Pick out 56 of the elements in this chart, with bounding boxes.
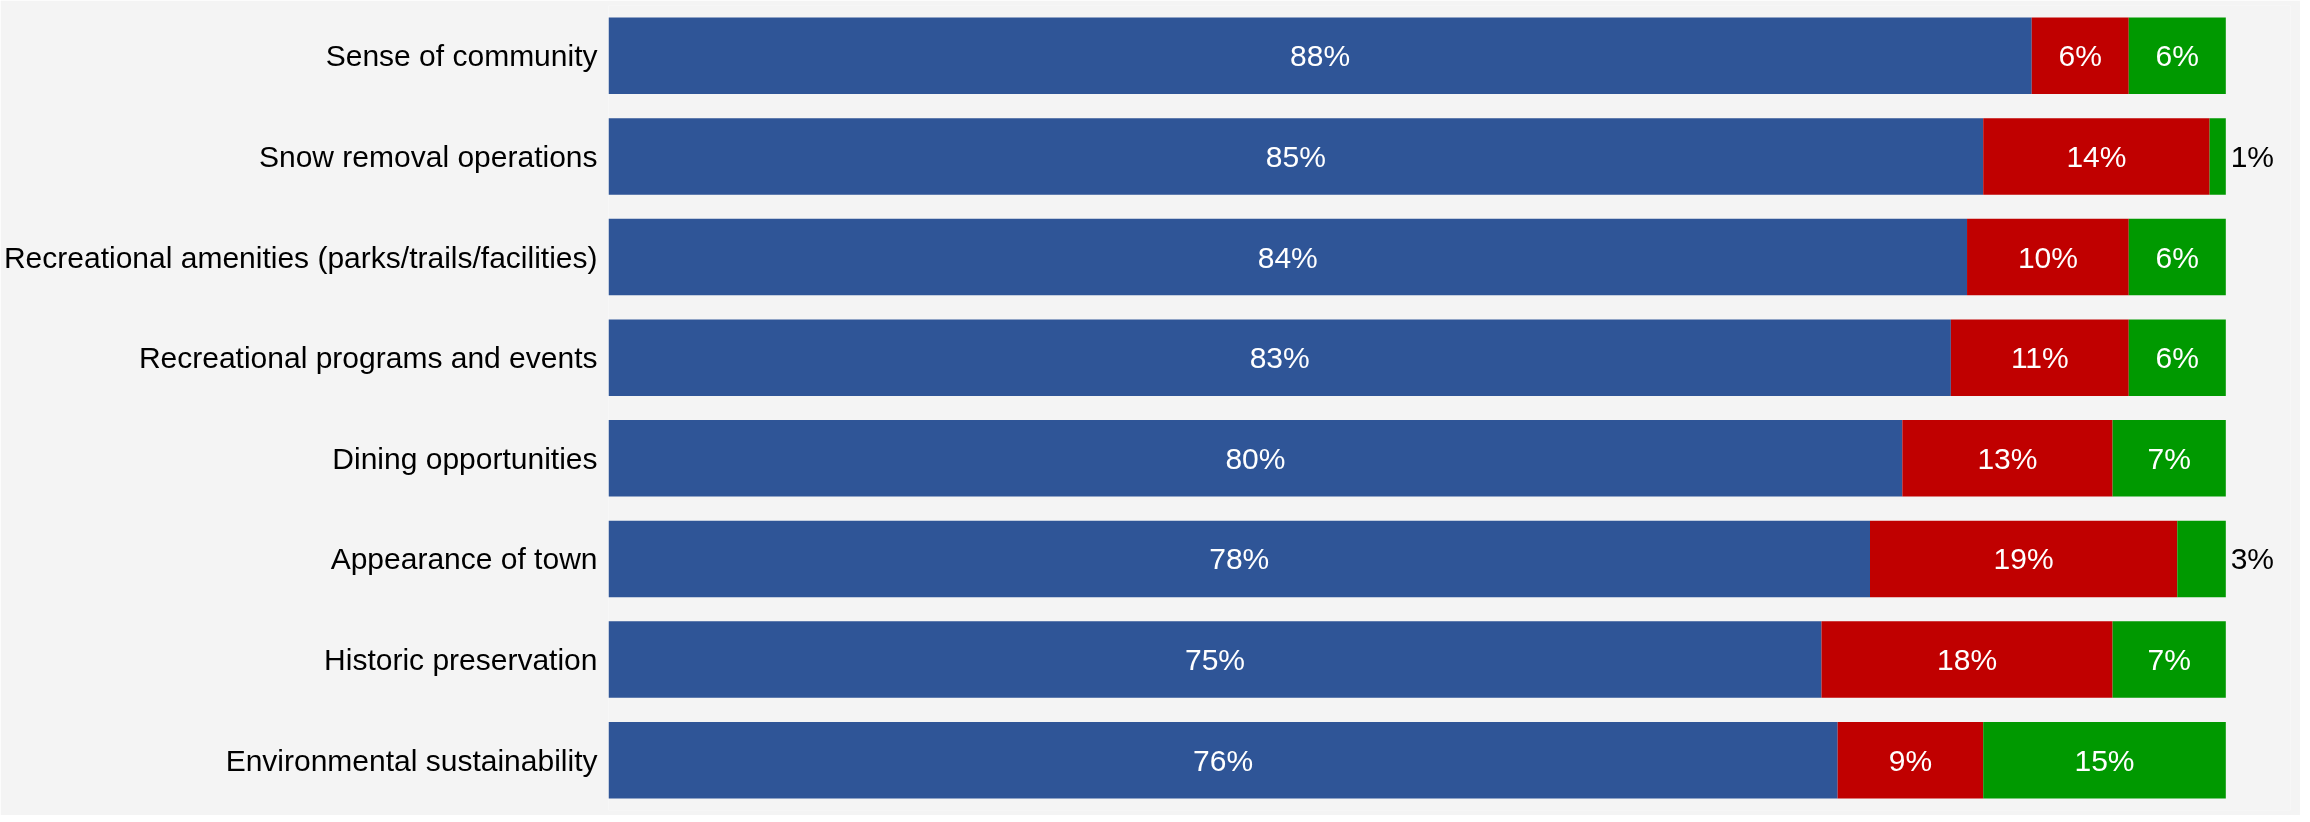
bar [1902,420,2113,497]
data-label: 85% [1265,139,1326,173]
y-tick-label: Recreational programs and events [138,341,598,375]
bar [608,721,1838,799]
y-tick-label: Recreational amenities (parks/trails/facilities) [3,240,598,274]
data-label: 6% [2155,341,2199,375]
bar [1983,118,2210,195]
data-label: 6% [2155,240,2199,274]
data-label: 18% [1937,643,1998,677]
data-label: 88% [1290,39,1351,73]
bar [2031,17,2129,95]
data-label: 6% [2155,39,2199,73]
data-label: 76% [1193,743,1254,777]
data-label: 13% [1977,441,2038,475]
data-label: 10% [2017,240,2078,274]
bar [2128,17,2226,95]
data-label: 15% [2074,743,2135,777]
bar [1983,721,2226,799]
data-label: 7% [2147,441,2191,475]
bar [1821,621,2113,698]
bar [1950,319,2129,396]
bar [1967,218,2129,296]
data-label: 83% [1249,341,1310,375]
y-tick-label: Snow removal operations [258,139,598,173]
bar [2112,621,2226,698]
bar [2128,319,2226,396]
data-label: 3% [2230,542,2275,576]
data-label: 7% [2147,643,2191,677]
bar [2112,420,2226,497]
bar [608,118,1984,195]
bar [608,319,1951,396]
data-label: 9% [1888,743,1933,777]
y-tick-label: Dining opportunities [332,441,598,475]
data-label: 11% [2010,341,2069,375]
bar [608,218,1968,296]
bar [608,621,1822,698]
bar [608,17,2032,95]
y-tick-label: Appearance of town [330,542,598,576]
data-label: 1% [2230,139,2275,173]
bar [1870,520,2178,598]
data-label: 6% [2058,39,2102,73]
data-label: 80% [1225,441,1286,475]
bar [2209,118,2226,195]
data-label: 78% [1209,542,1270,576]
data-label: 14% [2066,139,2127,173]
bar [2128,218,2226,296]
bar [608,420,1903,497]
data-label: 75% [1184,643,1246,677]
y-tick-label: Environmental sustainability [225,743,598,777]
bar [2177,520,2226,598]
bar [1837,721,1984,799]
bar [608,520,1870,598]
data-label: 19% [1993,542,2054,576]
data-label: 84% [1257,240,1318,274]
y-tick-label: Sense of community [325,39,598,73]
y-tick-label: Historic preservation [324,643,598,677]
